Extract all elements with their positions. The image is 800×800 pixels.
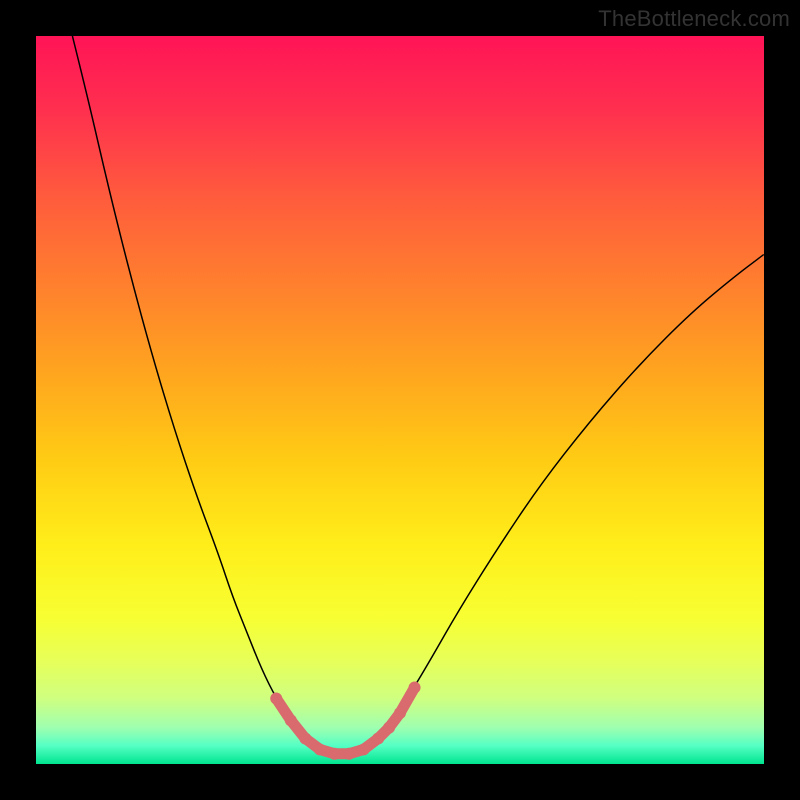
chart-frame: TheBottleneck.com — [0, 0, 800, 800]
chart-svg — [36, 36, 764, 764]
chart-background — [36, 36, 764, 764]
watermark-text: TheBottleneck.com — [598, 6, 790, 32]
plot-area — [36, 36, 764, 764]
